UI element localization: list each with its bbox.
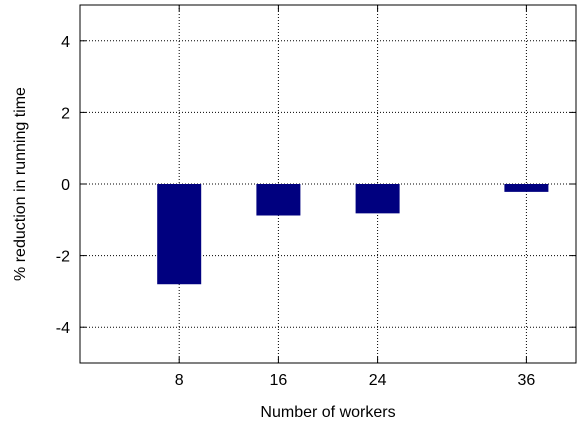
bar-8 [157,184,202,285]
grid-lines [80,5,576,363]
bars [157,184,549,285]
y-tick-label: 2 [61,105,70,122]
bar-16 [256,184,301,216]
x-axis-title: Number of workers [260,404,395,421]
bar-24 [355,184,400,214]
axis-ticks [80,5,576,363]
y-axis-title: % reduction in running time [12,87,29,281]
x-tick-label: 24 [369,372,387,389]
x-tick-label: 8 [175,372,184,389]
y-tick-label: -2 [56,249,70,266]
y-tick-label: 0 [61,177,70,194]
y-tick-label: 4 [61,34,70,51]
y-tick-label: -4 [56,320,70,337]
x-tick-label: 36 [518,372,536,389]
x-tick-label: 16 [270,372,288,389]
bar-36 [504,184,549,192]
plot-area-frame [79,4,577,364]
